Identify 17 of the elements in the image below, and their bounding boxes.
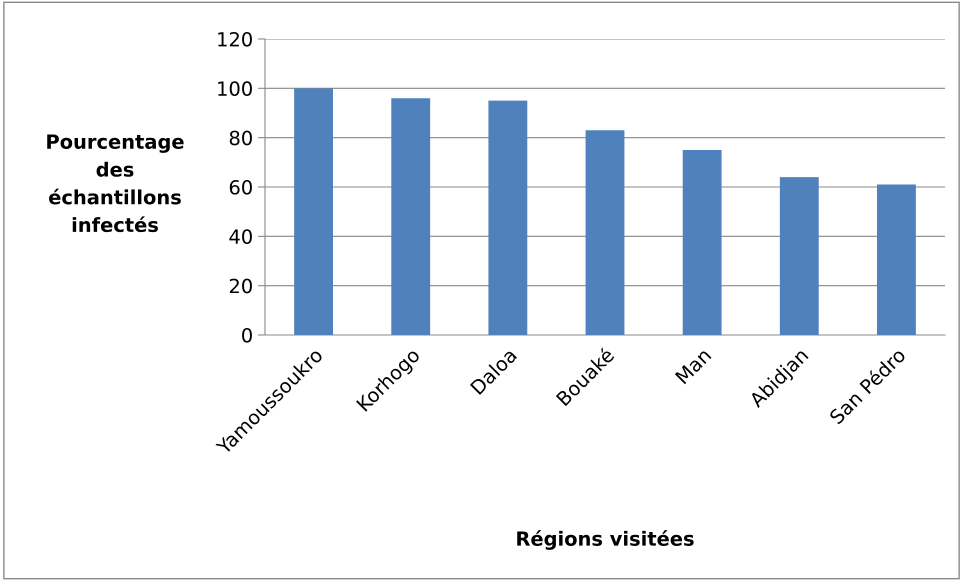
bar: [586, 130, 624, 335]
bar: [391, 98, 430, 335]
y-tick-label: 100: [218, 81, 252, 96]
x-axis-title: Régions visitées: [517, 530, 694, 550]
y-axis-title: Pourcentage des échantillons infectés: [47, 134, 184, 232]
y-tick-label: 80: [230, 130, 252, 146]
y-tick-label: 60: [230, 180, 252, 195]
y-tick-label: 20: [230, 278, 252, 294]
y-tick-label: 120: [218, 32, 252, 47]
y-tick-label: 40: [229, 229, 252, 244]
bar: [682, 150, 722, 335]
bar: [488, 100, 528, 335]
y-tick-label: 0: [242, 328, 252, 343]
bar: [780, 177, 819, 335]
x-tick-label: Man: [674, 348, 712, 384]
bar: [294, 88, 333, 335]
bar: [877, 184, 916, 335]
